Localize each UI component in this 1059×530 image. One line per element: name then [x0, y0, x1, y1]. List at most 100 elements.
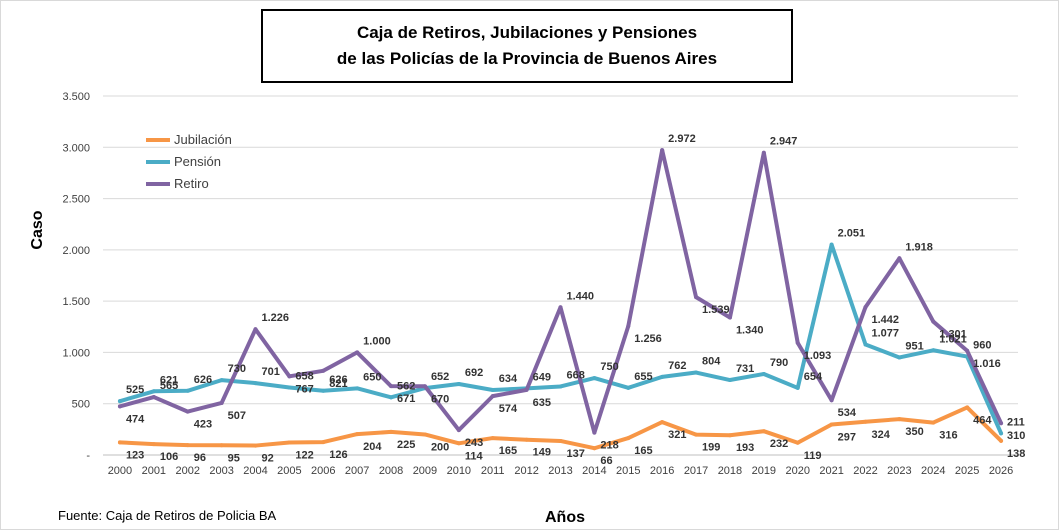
data-label: 1.340 [736, 325, 764, 337]
data-point [727, 378, 732, 383]
data-point [660, 374, 665, 379]
data-label: 243 [465, 437, 483, 449]
data-label: 96 [194, 452, 206, 464]
data-point [355, 350, 360, 355]
x-tick-label: 2014 [582, 465, 606, 477]
data-point [727, 433, 732, 438]
data-point [727, 315, 732, 320]
data-label: 423 [194, 419, 212, 431]
data-label: 668 [567, 369, 585, 381]
data-label: 626 [194, 374, 212, 386]
data-label: 1.539 [702, 304, 730, 316]
y-tick-label: - [86, 450, 90, 462]
data-label: 193 [736, 442, 754, 454]
y-tick-label: 500 [72, 399, 90, 411]
data-label: 634 [499, 373, 518, 385]
data-point [999, 421, 1004, 426]
chart-title-line-2: de las Policías de la Provincia de Bueno… [336, 49, 718, 68]
data-label: 762 [668, 360, 686, 372]
data-point [965, 405, 970, 410]
x-tick-label: 2012 [514, 465, 538, 477]
data-label: 1.077 [872, 328, 900, 340]
x-tick-label: 2009 [413, 465, 437, 477]
x-tick-label: 2021 [819, 465, 843, 477]
data-point [185, 443, 190, 448]
series-line-retiro [117, 148, 1004, 435]
data-point [626, 385, 631, 390]
data-point [931, 319, 936, 324]
data-point [829, 242, 834, 247]
data-label: 1.301 [939, 329, 967, 341]
data-label: 106 [160, 451, 178, 463]
data-point [761, 150, 766, 155]
x-tick-label: 2020 [785, 465, 809, 477]
data-point [389, 429, 394, 434]
data-point [287, 374, 292, 379]
data-point [558, 305, 563, 310]
data-label: 731 [736, 363, 754, 375]
data-point [219, 378, 224, 383]
data-point [422, 432, 427, 437]
data-label: 650 [363, 371, 381, 383]
data-label: 324 [872, 429, 891, 441]
data-label: 574 [499, 403, 518, 415]
data-label: 225 [397, 439, 415, 451]
data-label: 310 [1007, 430, 1025, 442]
data-label: 211 [1007, 416, 1025, 428]
data-label: 1.000 [363, 335, 391, 347]
data-label: 1.442 [872, 314, 900, 326]
data-label: 122 [295, 449, 313, 461]
data-label: 218 [600, 440, 618, 452]
y-axis-title: Caso [29, 210, 46, 249]
data-point [592, 430, 597, 435]
data-point [694, 432, 699, 437]
x-tick-label: 2017 [684, 465, 708, 477]
x-tick-label: 2011 [481, 465, 505, 477]
data-point [694, 295, 699, 300]
data-point [490, 436, 495, 441]
data-point [558, 438, 563, 443]
data-label: 350 [905, 426, 923, 438]
data-label: 821 [329, 378, 347, 390]
data-point [795, 440, 800, 445]
data-point [253, 443, 258, 448]
x-tick-label: 2016 [650, 465, 674, 477]
data-label: 692 [465, 367, 483, 379]
data-label: 474 [126, 413, 145, 425]
data-label: 507 [228, 410, 246, 422]
legend-label: Pensión [174, 154, 221, 169]
x-tick-label: 2010 [447, 465, 471, 477]
data-label: 790 [770, 357, 788, 369]
data-point [253, 381, 258, 386]
data-point [456, 382, 461, 387]
legend-label: Retiro [174, 176, 209, 191]
data-label: 654 [804, 371, 823, 383]
x-tick-label: 2013 [548, 465, 572, 477]
data-label: 649 [533, 371, 551, 383]
x-tick-label: 2000 [108, 465, 132, 477]
data-label: 951 [905, 340, 923, 352]
data-point [626, 324, 631, 329]
y-tick-label: 1.000 [62, 347, 90, 359]
data-point [999, 431, 1004, 436]
data-label: 137 [567, 448, 585, 460]
data-label: 119 [804, 450, 822, 462]
x-tick-label: 2006 [311, 465, 335, 477]
data-point [253, 327, 258, 332]
data-point [829, 398, 834, 403]
data-label: 635 [533, 397, 551, 409]
x-tick-label: 2002 [175, 465, 199, 477]
x-tick-label: 2026 [989, 465, 1013, 477]
x-tick-label: 2024 [921, 465, 945, 477]
x-tick-label: 2004 [243, 465, 267, 477]
data-label: 204 [363, 441, 382, 453]
data-point [422, 384, 427, 389]
data-point [897, 256, 902, 261]
data-label: 2.051 [838, 228, 866, 240]
x-tick-label: 2008 [379, 465, 403, 477]
data-point [761, 371, 766, 376]
data-point [863, 419, 868, 424]
data-label: 670 [431, 393, 449, 405]
data-point [931, 348, 936, 353]
